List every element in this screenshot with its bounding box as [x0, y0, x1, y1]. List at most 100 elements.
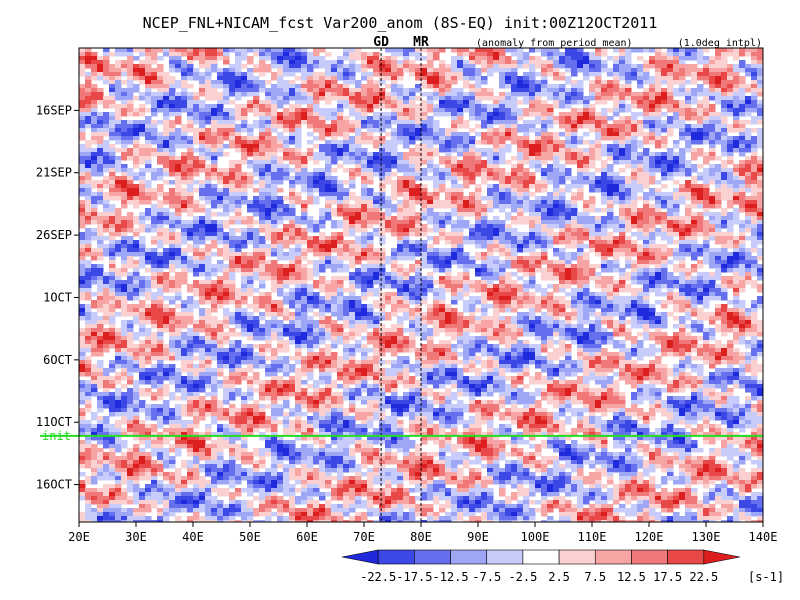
heatmap-cell: [673, 92, 680, 97]
heatmap-cell: [631, 112, 638, 117]
heatmap-cell: [721, 48, 728, 53]
heatmap-cell: [121, 80, 128, 85]
heatmap-cell: [343, 188, 350, 193]
heatmap-cell: [253, 96, 260, 101]
heatmap-cell: [97, 76, 104, 81]
heatmap-cell: [151, 196, 158, 201]
heatmap-cell: [457, 72, 464, 77]
heatmap-cell: [193, 116, 200, 121]
heatmap-cell: [637, 132, 644, 137]
heatmap-cell: [97, 156, 104, 161]
heatmap-cell: [415, 64, 422, 69]
heatmap-cell: [463, 220, 470, 225]
heatmap-cell: [439, 128, 446, 133]
heatmap-cell: [121, 132, 128, 137]
heatmap-cell: [709, 80, 716, 85]
heatmap-cell: [115, 112, 122, 117]
heatmap-cell: [523, 172, 530, 177]
heatmap-cell: [583, 244, 590, 249]
heatmap-cell: [355, 120, 362, 125]
heatmap-cell: [289, 240, 296, 245]
heatmap-cell: [721, 76, 728, 81]
heatmap-cell: [463, 76, 470, 81]
heatmap-cell: [187, 96, 194, 101]
heatmap-cell: [121, 48, 128, 53]
heatmap-cell: [751, 72, 758, 77]
heatmap-cell: [457, 220, 464, 225]
heatmap-cell: [487, 240, 494, 245]
heatmap-cell: [211, 140, 218, 145]
heatmap-cell: [337, 64, 344, 69]
heatmap-cell: [535, 252, 542, 257]
heatmap-cell: [613, 112, 620, 117]
heatmap-cell: [85, 116, 92, 121]
heatmap-cell: [757, 68, 763, 73]
heatmap-cell: [511, 252, 518, 257]
heatmap-cell: [589, 72, 596, 77]
heatmap-cell: [655, 84, 662, 89]
heatmap-cell: [121, 52, 128, 57]
heatmap-cell: [151, 220, 158, 225]
heatmap-cell: [103, 220, 110, 225]
heatmap-cell: [211, 84, 218, 89]
heatmap-cell: [397, 120, 404, 125]
heatmap-cell: [439, 104, 446, 109]
heatmap-cell: [685, 192, 692, 197]
heatmap-cell: [157, 184, 164, 189]
heatmap-cell: [601, 196, 608, 201]
heatmap-cell: [607, 180, 614, 185]
heatmap-cell: [511, 192, 518, 197]
heatmap-cell: [625, 184, 632, 189]
heatmap-cell: [757, 84, 763, 89]
heatmap-cell: [649, 112, 656, 117]
heatmap-cell: [595, 92, 602, 97]
heatmap-cell: [739, 232, 746, 237]
heatmap-cell: [409, 124, 416, 129]
heatmap-cell: [493, 128, 500, 133]
heatmap-cell: [451, 232, 458, 237]
heatmap-cell: [139, 152, 146, 157]
heatmap-cell: [529, 180, 536, 185]
heatmap-cell: [103, 212, 110, 217]
heatmap-cell: [541, 172, 548, 177]
heatmap-cell: [379, 212, 386, 217]
heatmap-cell: [559, 212, 566, 217]
heatmap-cell: [289, 212, 296, 217]
heatmap-cell: [121, 176, 128, 181]
heatmap-cell: [229, 76, 236, 81]
heatmap-cell: [517, 136, 524, 141]
heatmap-cell: [571, 220, 578, 225]
heatmap-cell: [319, 120, 326, 125]
heatmap-cell: [361, 200, 368, 205]
heatmap-cell: [109, 240, 116, 245]
heatmap-cell: [619, 160, 626, 165]
heatmap-cell: [751, 60, 758, 65]
heatmap-cell: [433, 92, 440, 97]
heatmap-cell: [553, 96, 560, 101]
heatmap-cell: [115, 72, 122, 77]
heatmap-cell: [223, 128, 230, 133]
heatmap-cell: [631, 168, 638, 173]
heatmap-cell: [589, 124, 596, 129]
heatmap-cell: [709, 128, 716, 133]
heatmap-cell: [379, 140, 386, 145]
heatmap-cell: [553, 164, 560, 169]
heatmap-cell: [481, 116, 488, 121]
heatmap-cell: [403, 216, 410, 221]
heatmap-cell: [721, 176, 728, 181]
heatmap-cell: [379, 200, 386, 205]
heatmap-cell: [355, 152, 362, 157]
heatmap-cell: [733, 252, 740, 257]
heatmap-cell: [535, 152, 542, 157]
heatmap-cell: [733, 76, 740, 81]
heatmap-cell: [277, 164, 284, 169]
heatmap-cell: [481, 120, 488, 125]
heatmap-cell: [289, 192, 296, 197]
heatmap-cell: [475, 124, 482, 129]
heatmap-cell: [217, 192, 224, 197]
heatmap-cell: [475, 148, 482, 153]
heatmap-cell: [631, 100, 638, 105]
heatmap-cell: [229, 188, 236, 193]
heatmap-cell: [169, 140, 176, 145]
heatmap-cell: [205, 244, 212, 249]
